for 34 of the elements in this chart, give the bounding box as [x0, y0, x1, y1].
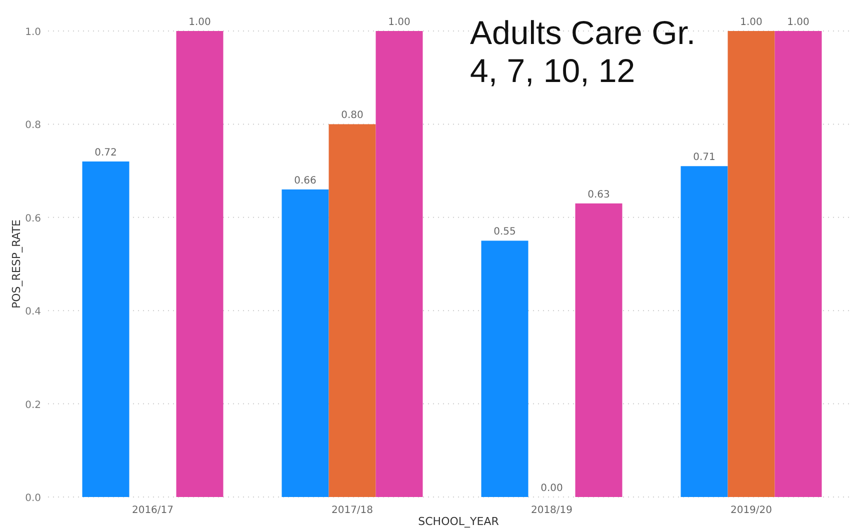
bar	[282, 189, 329, 497]
bar	[728, 31, 775, 497]
y-axis-title: POS_RESP_RATE	[10, 219, 23, 309]
bar	[575, 203, 622, 497]
y-tick-label: 0.4	[25, 306, 41, 318]
data-label: 1.00	[787, 17, 810, 28]
chart-title: Adults Care Gr. 4, 7, 10, 12	[470, 14, 696, 89]
data-label: 0.72	[94, 147, 117, 158]
bar	[376, 31, 423, 497]
bar	[176, 31, 224, 497]
y-tick-label: 1.0	[25, 27, 41, 38]
x-tick-label: 2017/18	[331, 505, 374, 516]
bar	[680, 166, 728, 497]
data-label: 0.55	[494, 226, 516, 238]
y-tick-label: 0.8	[25, 120, 41, 132]
bar	[774, 31, 822, 497]
x-axis-title: SCHOOL_YEAR	[418, 515, 500, 528]
y-tick-label: 0.6	[25, 213, 41, 224]
x-tick-label: 2019/20	[730, 505, 772, 516]
data-label: 0.66	[294, 175, 316, 186]
data-label: 1.00	[388, 17, 410, 28]
data-label: 0.71	[693, 152, 716, 164]
y-tick-label: 0.0	[25, 493, 41, 504]
x-tick-label: 2018/19	[530, 505, 573, 516]
data-label: 0.63	[588, 189, 610, 200]
data-label: 0.80	[341, 110, 364, 122]
bar	[82, 161, 130, 497]
x-tick-label: 2016/17	[132, 505, 174, 516]
bar	[328, 124, 376, 497]
y-tick-label: 0.2	[25, 400, 41, 411]
data-label: 0.00	[540, 483, 563, 494]
data-label: 1.00	[740, 17, 762, 28]
data-label: 1.00	[188, 17, 211, 28]
bar	[481, 240, 528, 497]
